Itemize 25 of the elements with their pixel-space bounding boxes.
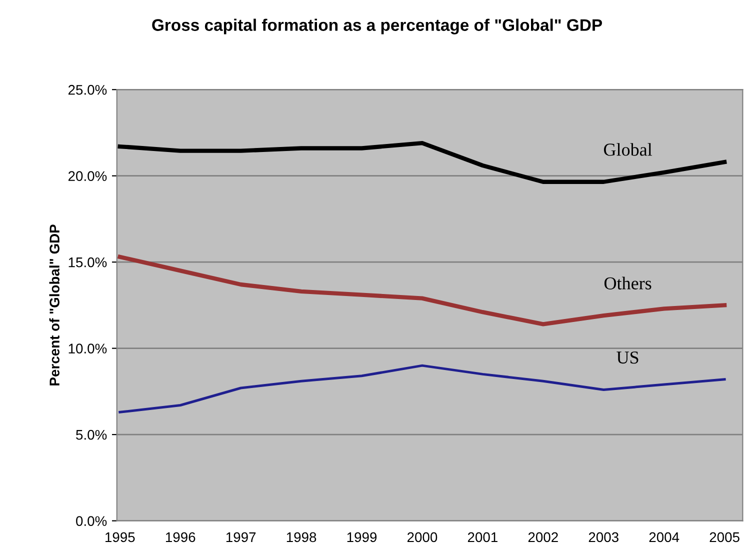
x-tick-label: 1998	[286, 532, 316, 542]
x-tick-label: 1995	[106, 532, 135, 542]
series-label: Global	[604, 143, 652, 156]
x-tick-label: 1999	[347, 532, 377, 542]
line-series	[118, 254, 727, 326]
y-tick-label: 25.0%	[68, 84, 107, 95]
line-series	[118, 364, 726, 414]
x-tick-label: 2001	[468, 532, 498, 542]
series-label: Others	[604, 276, 652, 290]
y-tick-label: 0.0%	[76, 516, 107, 526]
line-series	[118, 140, 727, 184]
x-tick-label: 1997	[226, 532, 256, 542]
y-tick-label: 20.0%	[68, 171, 107, 182]
y-tick-label: 15.0%	[68, 257, 107, 268]
y-axis-title: Percent of "Global" GDP	[49, 224, 60, 386]
y-tick-label: 10.0%	[68, 344, 107, 354]
x-tick-label: 2000	[407, 532, 438, 542]
x-tick-label: 1996	[166, 532, 196, 542]
x-tick-label: 2005	[710, 532, 740, 542]
x-tick-label: 2003	[588, 532, 618, 542]
chart-title: Gross capital formation as a percentage of "Global" GDP	[152, 18, 602, 34]
y-tick-label: 5.0%	[76, 430, 107, 440]
x-tick-label: 2004	[649, 532, 680, 542]
series-label: US	[616, 351, 638, 364]
x-tick-label: 2002	[528, 532, 558, 542]
